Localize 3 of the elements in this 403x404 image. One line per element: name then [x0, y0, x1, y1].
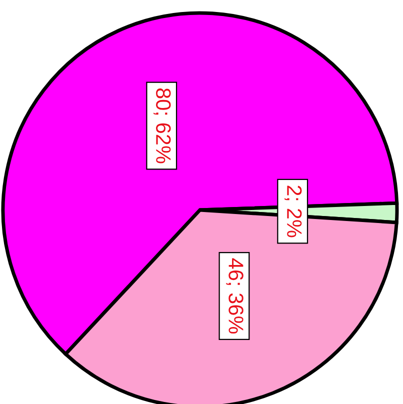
data-label: 46; 36%	[226, 258, 244, 334]
data-label: 80; 62%	[154, 88, 171, 164]
data-label: 2; 2%	[284, 186, 302, 238]
